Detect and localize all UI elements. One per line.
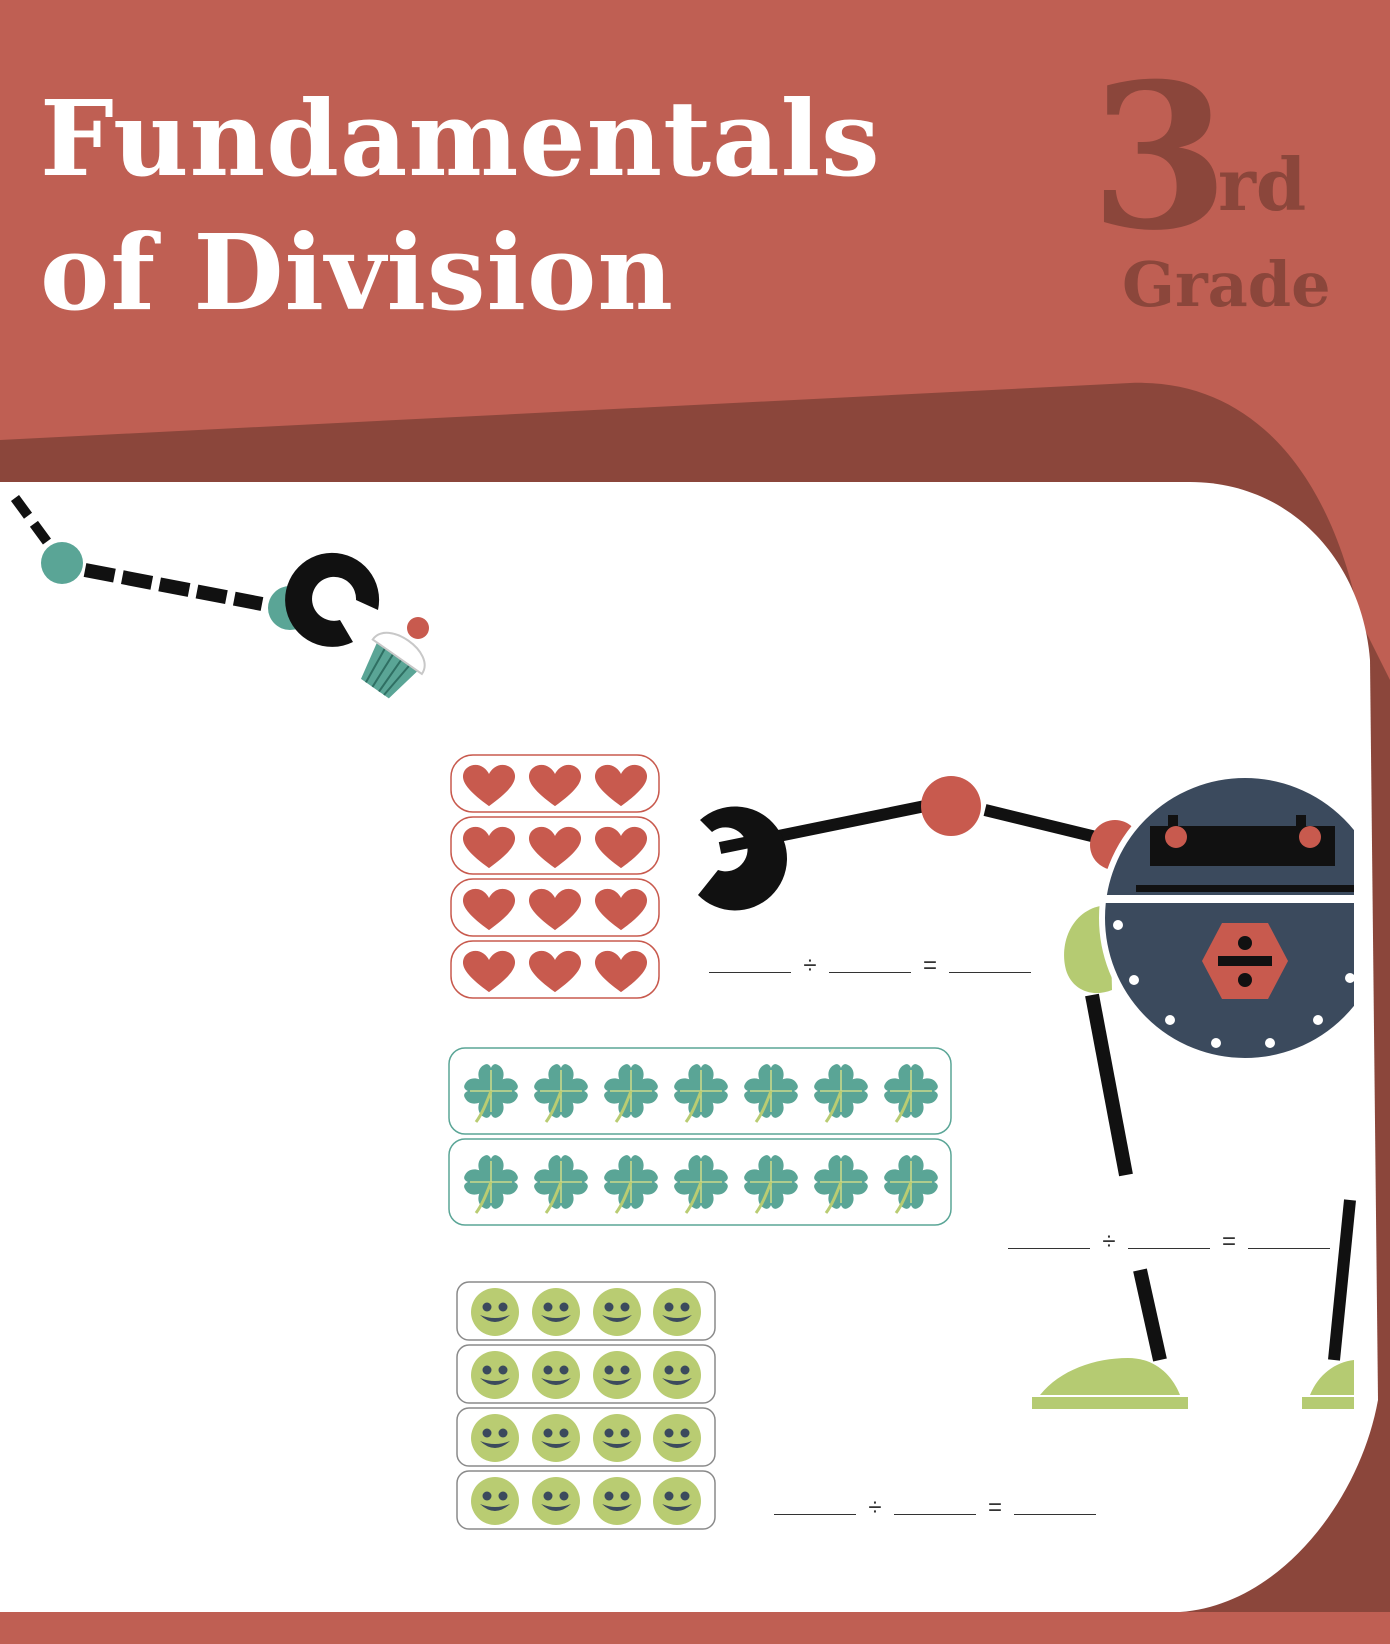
problem-smileys: [456, 1281, 716, 1530]
answer-blank-dividend[interactable]: [709, 950, 791, 973]
answer-blank-quotient[interactable]: [1248, 1226, 1330, 1249]
equals-sign: =: [987, 1494, 1002, 1521]
divide-sign: ÷: [803, 952, 817, 979]
answer-blank-quotient[interactable]: [949, 950, 1031, 973]
answer-blank-dividend[interactable]: [1008, 1226, 1090, 1249]
equals-sign: =: [1221, 1228, 1236, 1255]
divide-sign: ÷: [1102, 1228, 1116, 1255]
answer-blank-quotient[interactable]: [1014, 1492, 1096, 1515]
robot-body: [698, 772, 1356, 1409]
answer-blank-dividend[interactable]: [774, 1492, 856, 1515]
divide-sign: ÷: [868, 1494, 882, 1521]
equals-sign: =: [922, 952, 937, 979]
equation-smileys: ÷ =: [774, 1492, 1096, 1522]
title-line-1: Fundamentals: [40, 77, 881, 200]
grade-suffix: rd: [1218, 142, 1307, 227]
answer-blank-divisor[interactable]: [1128, 1226, 1210, 1249]
worksheet-title: Fundamentals of Division: [40, 72, 881, 340]
equation-hearts: ÷ =: [709, 950, 1031, 980]
problem-hearts: [450, 754, 660, 999]
answer-blank-divisor[interactable]: [829, 950, 911, 973]
equation-clovers: ÷ =: [1008, 1226, 1330, 1256]
robot-arm-top: [10, 495, 429, 699]
title-line-2: of Division: [40, 211, 674, 334]
grade-word: Grade: [1122, 248, 1331, 321]
grade-number: 3: [1090, 40, 1230, 275]
answer-blank-divisor[interactable]: [894, 1492, 976, 1515]
problem-clovers: [448, 1047, 952, 1226]
